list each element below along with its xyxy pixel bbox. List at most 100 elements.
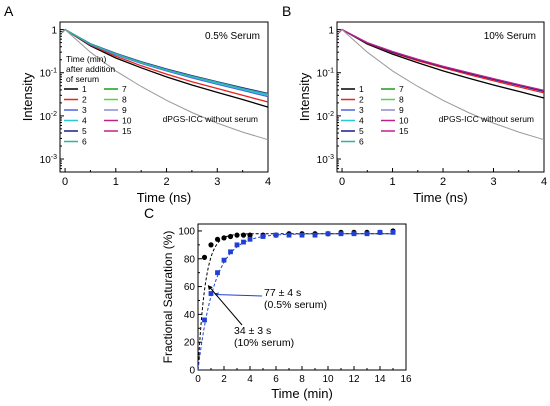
decay-curve-reference bbox=[338, 28, 545, 141]
y-tick-label: 10-1 bbox=[317, 68, 334, 80]
data-point-0-5-serum bbox=[286, 232, 292, 238]
annotation-10-serum: 34 ± 3 s bbox=[234, 325, 271, 337]
data-point-0-5-serum bbox=[273, 232, 279, 238]
data-point-0-5-serum bbox=[202, 317, 207, 323]
legend-label: 6 bbox=[359, 137, 364, 147]
serum-annotation: 0.5% Serum bbox=[205, 31, 260, 42]
y-tick-label: 1 bbox=[328, 26, 334, 37]
x-axis-label: Time (ns) bbox=[413, 190, 467, 205]
data-point-0-5-serum bbox=[234, 242, 240, 248]
legend-label: 9 bbox=[122, 105, 127, 115]
panel-label-c: C bbox=[144, 205, 154, 221]
y-axis-label: Intensity bbox=[20, 72, 35, 121]
data-point-10-serum bbox=[240, 232, 247, 238]
x-tick-label: 2 bbox=[440, 176, 446, 188]
y-tick-label: 20 bbox=[184, 338, 196, 349]
x-tick-label: 4 bbox=[247, 374, 253, 385]
y-tick-label: 10-2 bbox=[317, 111, 334, 123]
legend-label: 15 bbox=[399, 126, 409, 136]
legend-label: 5 bbox=[359, 126, 364, 136]
x-tick-label: 3 bbox=[214, 176, 220, 188]
data-point-0-5-serum bbox=[325, 231, 331, 237]
data-point-10-serum bbox=[234, 232, 240, 238]
y-axis-label: Intensity bbox=[297, 72, 312, 121]
y-tick-label: 10-1 bbox=[40, 68, 57, 80]
legend-label: 5 bbox=[82, 126, 87, 136]
data-point-0-5-serum bbox=[312, 232, 318, 238]
x-tick-label: 4 bbox=[265, 176, 271, 188]
legend-label: 7 bbox=[122, 84, 127, 94]
reference-label: dPGS-ICC without serum bbox=[163, 114, 258, 124]
x-tick-label: 0 bbox=[195, 374, 201, 385]
data-point-0-5-serum bbox=[221, 257, 227, 263]
legend-label: 10 bbox=[122, 116, 132, 126]
legend-label: 7 bbox=[399, 84, 404, 94]
y-tick-label: 10-3 bbox=[317, 154, 334, 166]
y-tick-label: 1 bbox=[51, 26, 57, 37]
x-tick-label: 8 bbox=[299, 374, 305, 385]
x-axis-label: Time (min) bbox=[271, 386, 333, 401]
legend-label: 4 bbox=[82, 116, 87, 126]
data-point-10-serum bbox=[201, 254, 208, 260]
data-point-0-5-serum bbox=[377, 229, 383, 235]
data-point-0-5-serum bbox=[215, 270, 220, 276]
y-axis-label: Fractional Saturation (%) bbox=[161, 231, 175, 364]
data-point-10-serum bbox=[208, 242, 214, 248]
data-point-10-serum bbox=[227, 233, 234, 240]
data-point-0-5-serum bbox=[299, 232, 305, 238]
x-tick-label: 14 bbox=[374, 374, 386, 385]
x-tick-label: 4 bbox=[541, 176, 547, 188]
serum-annotation: 10% Serum bbox=[484, 31, 536, 42]
legend-label: 2 bbox=[359, 95, 364, 105]
legend-title: of serum bbox=[66, 74, 99, 84]
data-point-0-5-serum bbox=[247, 236, 253, 242]
plot-frame bbox=[59, 21, 269, 173]
reference-label: dPGS-ICC without serum bbox=[439, 114, 534, 124]
annotation-arrow-0-5-serum bbox=[214, 294, 263, 297]
legend-label: 8 bbox=[399, 95, 404, 105]
data-point-0-5-serum bbox=[208, 291, 214, 296]
x-tick-label: 0 bbox=[339, 176, 345, 188]
x-tick-label: 2 bbox=[221, 374, 227, 385]
data-point-0-5-serum bbox=[390, 229, 396, 235]
x-tick-label: 1 bbox=[389, 176, 395, 188]
x-tick-label: 10 bbox=[322, 374, 334, 385]
y-tick-label: 10-2 bbox=[40, 111, 57, 123]
annotation-10-serum: (10% serum) bbox=[234, 337, 294, 349]
panel-label-a: A bbox=[4, 3, 14, 19]
data-point-0-5-serum bbox=[364, 231, 370, 237]
x-tick-label: 0 bbox=[62, 176, 68, 188]
panel-label-b: B bbox=[282, 3, 291, 19]
legend-label: 8 bbox=[122, 95, 127, 105]
plot-frame bbox=[336, 21, 545, 173]
y-tick-label: 80 bbox=[184, 254, 196, 265]
legend-label: 9 bbox=[399, 105, 404, 115]
x-tick-label: 12 bbox=[348, 374, 360, 385]
legend-label: 15 bbox=[122, 126, 132, 136]
legend-label: 3 bbox=[359, 105, 364, 115]
annotation-0-5-serum: 77 ± 4 s bbox=[264, 287, 301, 299]
x-tick-label: 6 bbox=[273, 374, 279, 385]
x-tick-label: 3 bbox=[490, 176, 496, 188]
panel-c-chart: 0 2 4 6 8 10 12 14 16 0 20 40 60 80 100 Time (min) Fract… bbox=[161, 223, 412, 401]
decay-curve-reference bbox=[61, 28, 269, 141]
legend-label: 2 bbox=[82, 95, 87, 105]
y-tick-label: 60 bbox=[184, 282, 196, 293]
data-point-0-5-serum bbox=[228, 249, 233, 255]
annotation-0-5-serum: (0.5% serum) bbox=[264, 299, 327, 311]
data-point-10-serum bbox=[221, 235, 227, 241]
data-point-0-5-serum bbox=[351, 231, 357, 237]
x-tick-label: 16 bbox=[400, 374, 412, 385]
y-tick-label: 0 bbox=[189, 366, 195, 377]
legend-label: 10 bbox=[399, 116, 409, 126]
data-point-0-5-serum bbox=[338, 231, 344, 237]
data-point-10-serum bbox=[247, 232, 253, 238]
legend-label: 3 bbox=[82, 105, 87, 115]
annotation-arrow-10-serum bbox=[208, 285, 243, 326]
data-point-0-5-serum bbox=[260, 234, 266, 239]
y-tick-label: 100 bbox=[178, 226, 195, 237]
y-tick-label: 40 bbox=[184, 310, 196, 321]
